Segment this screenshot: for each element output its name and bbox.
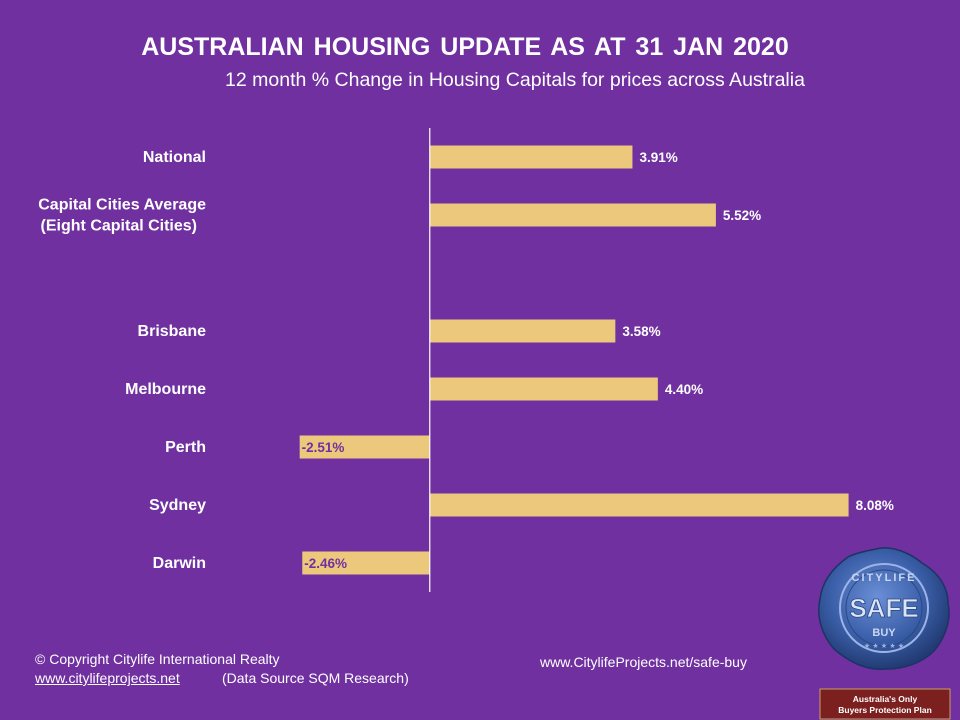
data-label: 3.58% [622, 324, 660, 339]
seal-top-text: CITYLIFE [852, 572, 917, 584]
page-title: AUSTRALIAN HOUSING UPDATE AS AT 31 JAN 2… [141, 33, 789, 61]
category-label: Sydney [149, 497, 206, 514]
page-subtitle: 12 month % Change in Housing Capitals fo… [225, 69, 805, 91]
category-label: Melbourne [125, 381, 206, 398]
data-bar [302, 551, 430, 575]
seal-stars-icon: ★ ★ ★ ★ ★ [864, 642, 904, 650]
category-label: Capital Cities Average (Eight Capital Cit… [38, 197, 206, 235]
data-label: 5.52% [723, 208, 761, 223]
data-bar [429, 319, 616, 343]
website-link-text[interactable]: www.citylifeprojects.net [35, 670, 180, 686]
category-label: Darwin [153, 555, 206, 572]
safe-buy-badge: CITYLIFE SAFE BUY ★ ★ ★ ★ ★ Australia's … [818, 547, 951, 720]
chart-bars [299, 145, 849, 575]
data-bar [429, 493, 849, 517]
data-bar [299, 435, 430, 459]
data-label: 3.91% [639, 150, 677, 165]
category-label: Brisbane [138, 323, 207, 340]
data-bar [429, 203, 716, 227]
ribbon-line2: Buyers Protection Plan [838, 705, 932, 715]
data-source-text: (Data Source SQM Research) [222, 670, 409, 686]
seal-inner-ring-icon [845, 569, 923, 647]
data-label: 8.08% [856, 498, 894, 513]
seal-main-text: SAFE [849, 593, 918, 623]
seal-ring-icon [839, 563, 929, 653]
website-link[interactable]: www.citylifeprojects.net [35, 670, 180, 686]
category-label: Perth [165, 439, 206, 456]
data-bar [429, 145, 633, 169]
data-label: -2.46% [304, 556, 347, 571]
chart-labels: National 3.91% Capital Cities Average (Eigh… [38, 149, 894, 572]
data-bar [429, 377, 658, 401]
category-label: National [143, 149, 206, 166]
ribbon-banner [819, 688, 951, 720]
data-label: -2.51% [302, 440, 345, 455]
safe-buy-link[interactable]: www.CitylifeProjects.net/safe-buy [540, 654, 747, 670]
copyright-text: © Copyright Citylife International Realt… [35, 651, 280, 667]
seal-sub-text: BUY [872, 627, 896, 639]
ribbon-line1: Australia's Only [853, 694, 918, 704]
bar-chart: National 3.91% Capital Cities Average (Eigh… [38, 128, 894, 592]
data-label: 4.40% [665, 382, 703, 397]
